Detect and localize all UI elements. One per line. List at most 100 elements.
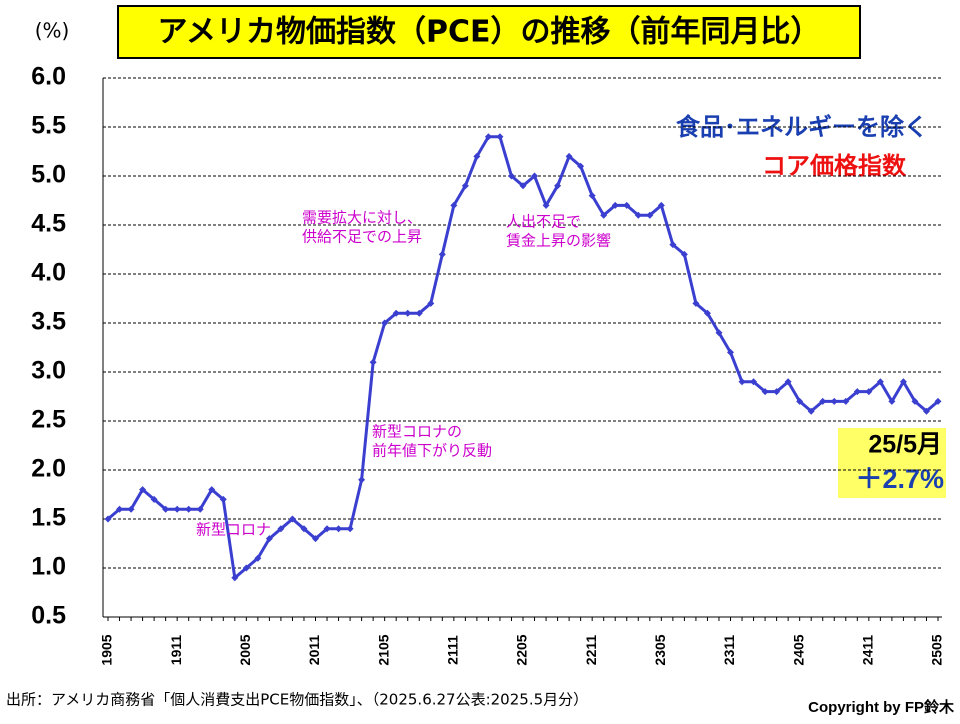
source: 出所：アメリカ商務省「個人消費支出PCE物価指数」、（2025.6.27公表:2…	[6, 691, 588, 709]
x-tick-label: 2111	[445, 635, 461, 665]
chart-title: アメリカ物価指数（PCE）の推移（前年同月比）	[158, 15, 821, 50]
marker	[231, 574, 239, 582]
marker	[634, 211, 642, 219]
marker	[461, 182, 469, 190]
x-tick-label: 2205	[514, 634, 530, 665]
marker	[312, 535, 319, 543]
marker	[162, 505, 170, 513]
marker	[727, 348, 734, 356]
marker	[381, 319, 389, 327]
x-tick-label: 2305	[652, 634, 668, 665]
marker	[577, 162, 585, 170]
marker	[254, 554, 262, 562]
y-tick-label: 5.5	[31, 112, 66, 140]
marker	[335, 525, 343, 533]
marker	[196, 505, 204, 513]
marker	[911, 397, 919, 405]
marker	[404, 309, 412, 317]
marker	[415, 309, 423, 317]
marker	[680, 250, 688, 258]
marker	[807, 407, 815, 415]
marker	[323, 525, 331, 533]
marker	[853, 388, 861, 396]
y-tick-label: 2.0	[31, 455, 66, 483]
y-tick-label: 3.0	[31, 357, 66, 385]
marker	[565, 152, 573, 160]
annotation: 賃金上昇の影響	[506, 232, 611, 250]
y-tick-label: 2.5	[31, 406, 66, 434]
marker	[427, 299, 435, 307]
marker	[116, 505, 124, 513]
y-tick-label: 3.5	[31, 308, 66, 336]
marker	[219, 495, 227, 503]
x-tick-label: 2211	[583, 635, 599, 666]
marker	[438, 250, 446, 258]
marker	[657, 201, 665, 209]
x-tick-label: 2311	[721, 635, 737, 666]
marker	[773, 388, 781, 396]
marker	[646, 211, 654, 219]
series-line	[107, 135, 939, 581]
x-tick-label: 1911	[168, 635, 184, 666]
legend-line: コア価格指数	[762, 152, 907, 180]
marker	[669, 241, 677, 249]
y-tick-label: 4.0	[31, 259, 66, 287]
marker	[588, 192, 596, 200]
marker	[369, 358, 377, 366]
marker	[392, 309, 400, 317]
annotation: 新型コロナの	[372, 423, 462, 441]
annotation: 需要拡大に対し、	[302, 209, 422, 227]
marker	[542, 201, 550, 209]
marker	[450, 201, 458, 209]
marker	[703, 309, 711, 317]
marker	[507, 172, 515, 180]
y-tick-label: 6.0	[31, 63, 66, 91]
marker	[611, 201, 619, 209]
marker	[899, 378, 907, 386]
x-tick-label: 2411	[860, 635, 876, 666]
y-tick-label: 1.5	[31, 504, 66, 532]
marker	[750, 378, 758, 386]
title-box	[117, 5, 861, 59]
marker	[288, 515, 296, 523]
marker	[784, 378, 792, 386]
annotation: 人出不足で	[506, 213, 581, 231]
marker	[876, 378, 884, 386]
marker	[934, 397, 942, 405]
x-tick-label: 2011	[306, 635, 322, 666]
latest-box	[838, 428, 946, 498]
x-tick-label: 2005	[237, 634, 253, 665]
marker	[888, 397, 896, 405]
marker	[554, 182, 562, 190]
copyright: Copyright by FP鈴木	[808, 698, 955, 716]
marker	[208, 486, 216, 494]
marker	[531, 172, 539, 180]
x-tick-label: 2405	[790, 634, 806, 665]
marker	[715, 329, 723, 337]
marker	[139, 486, 147, 494]
marker	[277, 525, 285, 533]
marker	[623, 201, 631, 209]
marker	[738, 378, 746, 386]
marker	[127, 505, 135, 513]
y-tick-label: 4.5	[31, 210, 66, 238]
marker	[346, 525, 354, 533]
y-unit: (%)	[35, 19, 70, 43]
marker	[519, 182, 527, 190]
marker	[692, 299, 700, 307]
latest-date: 25/5月	[868, 431, 942, 459]
marker	[842, 397, 850, 405]
latest-value: ＋2.7%	[855, 464, 944, 494]
marker	[922, 407, 930, 415]
marker	[104, 515, 112, 523]
y-tick-label: 0.5	[31, 602, 66, 630]
marker	[185, 505, 193, 513]
annotation: 前年値下がり反動	[372, 442, 492, 460]
marker	[761, 388, 769, 396]
marker	[496, 133, 504, 141]
y-tick-label: 5.0	[31, 161, 66, 189]
marker	[600, 211, 608, 219]
marker	[358, 476, 366, 484]
x-tick-label: 1905	[99, 634, 115, 665]
